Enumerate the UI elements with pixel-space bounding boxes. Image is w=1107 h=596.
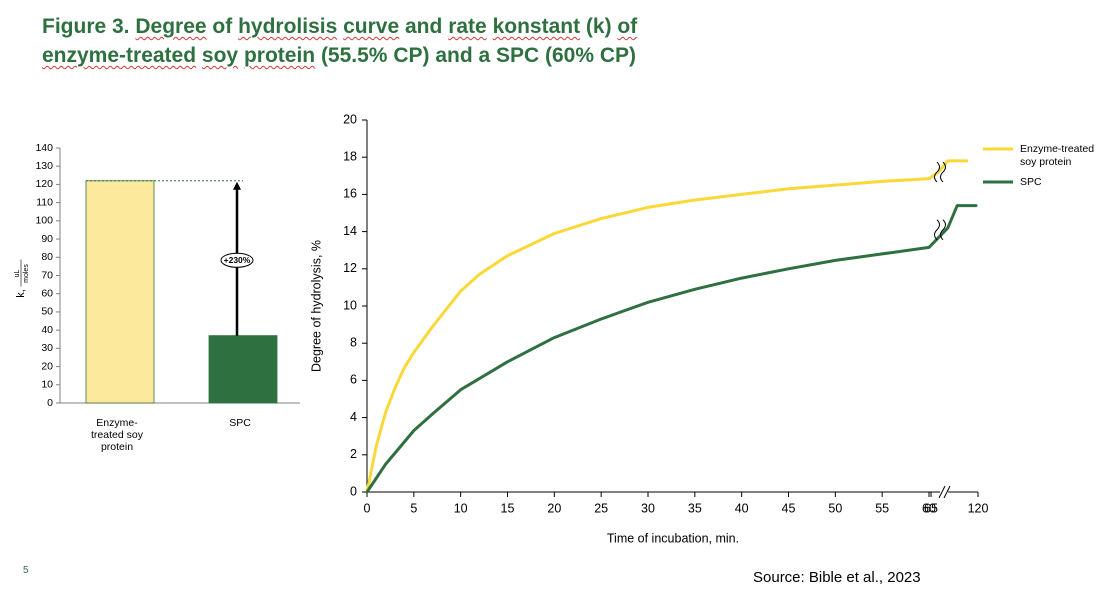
increase-annotation: +230% xyxy=(224,255,251,265)
y-tick-label: 20 xyxy=(343,112,357,126)
series-break-mark xyxy=(934,161,940,183)
x-axis-break-mark xyxy=(943,485,951,499)
title-text-segment: konstant xyxy=(492,15,581,38)
y-tick-label: 14 xyxy=(343,224,357,238)
x-category-label: treated soy xyxy=(91,429,144,441)
x-axis-break-mark xyxy=(938,485,946,499)
y-axis-label-denominator: moles xyxy=(23,264,30,283)
title-text-segment: rate xyxy=(448,15,487,38)
bar-spc xyxy=(208,335,278,404)
figure-title: Figure 3. Degree of hydrolisis curve and… xyxy=(42,12,1042,70)
x-category-label: protein xyxy=(101,441,133,453)
page-number: 5 xyxy=(23,565,29,576)
rate-constant-bar-chart: 0 10 20 30 40 50 60 70 80 90 100 110 120 130 140 k, uL mo… xyxy=(14,142,300,453)
x-tick-label: 30 xyxy=(641,501,655,515)
x-tick-label: 0 xyxy=(364,501,371,515)
y-tick-label: 120 xyxy=(35,178,53,190)
x-axis-title: Time of incubation, min. xyxy=(607,531,739,545)
y-tick-label: 6 xyxy=(350,373,357,387)
y-tick-label: 10 xyxy=(41,379,53,391)
x-tick-label: 60 xyxy=(922,501,936,515)
y-tick-label: 0 xyxy=(350,484,357,498)
y-tick-label: 2 xyxy=(350,447,357,461)
y-tick-label: 90 xyxy=(41,233,53,245)
y-tick-label: 110 xyxy=(36,196,53,208)
source-citation: Source: Bible et al., 2023 xyxy=(753,569,921,586)
y-tick-label: 40 xyxy=(41,324,53,336)
title-line-2: enzyme-treated soy protein (55.5% CP) an… xyxy=(42,41,1042,70)
y-tick-label: 130 xyxy=(35,160,53,172)
title-text-segment: soy xyxy=(201,44,239,67)
y-tick-label: 20 xyxy=(41,360,53,372)
y-tick-label: 10 xyxy=(343,298,357,312)
x-tick-label: 50 xyxy=(828,501,842,515)
bar-enzyme-treated xyxy=(85,180,155,404)
y-tick-label: 70 xyxy=(41,269,53,281)
title-text-segment: hydrolisis xyxy=(238,15,338,38)
title-text-segment: (k) xyxy=(580,15,618,38)
title-line-1: Figure 3. Degree of hydrolisis curve and… xyxy=(42,12,1042,41)
y-tick-label: 80 xyxy=(41,251,53,263)
x-category-label: Enzyme- xyxy=(96,417,138,429)
y-tick-label: 140 xyxy=(35,142,53,154)
legend-label: soy protein xyxy=(1020,156,1072,168)
y-tick-label: 60 xyxy=(41,287,53,299)
x-category-label: SPC xyxy=(229,417,251,429)
x-tick-label: 55 xyxy=(875,501,889,515)
x-tick-label: 45 xyxy=(782,501,796,515)
y-tick-label: 8 xyxy=(350,335,357,349)
figure-label: Figure 3. xyxy=(42,15,130,38)
x-tick-label: 120 xyxy=(968,501,989,515)
x-tick-label: 65 xyxy=(924,501,938,515)
title-text-segment: enzyme-treated xyxy=(42,44,197,67)
y-axis-label-numerator: uL xyxy=(14,270,21,278)
y-tick-label: 0 xyxy=(47,397,53,409)
y-tick-label: 18 xyxy=(343,149,357,163)
y-axis-label: k, uL moles xyxy=(14,259,30,298)
y-tick-label: 50 xyxy=(41,306,53,318)
y-tick-label: 30 xyxy=(41,342,53,354)
title-text-segment: of xyxy=(617,15,638,38)
series-break-mark xyxy=(934,219,940,241)
series-line-spc xyxy=(365,204,978,494)
x-tick-label: 10 xyxy=(454,501,468,515)
x-tick-label: 5 xyxy=(410,501,417,515)
title-text-segment: Degree xyxy=(135,15,207,38)
series-break-mark xyxy=(940,161,946,183)
title-text-segment: of xyxy=(206,15,239,38)
y-tick-label: 12 xyxy=(343,261,357,275)
x-tick-label: 20 xyxy=(547,501,561,515)
y-tick-label: 100 xyxy=(35,215,53,227)
x-tick-label: 15 xyxy=(501,501,515,515)
title-text-segment: and xyxy=(399,15,449,38)
series-break-mark xyxy=(940,219,946,241)
x-tick-label: 25 xyxy=(594,501,608,515)
legend-label: SPC xyxy=(1020,176,1042,188)
y-tick-label: 4 xyxy=(350,410,357,424)
y-tick-label: 16 xyxy=(343,187,357,201)
legend-label: Enzyme-treated xyxy=(1020,143,1094,155)
hydrolysis-line-chart: 0 2 4 6 8 10 12 14 16 18 20 0 5 10 15 20 25 30 35 40 45 50 55 6… xyxy=(309,112,1094,545)
y-axis-label-prefix: k, xyxy=(15,289,27,298)
title-text-segment: curve xyxy=(343,15,400,38)
increase-arrow-head xyxy=(233,181,241,190)
y-axis-title: Degree of hydrolysis, % xyxy=(309,240,323,372)
title-text-segment: (55.5% CP) and a SPC (60% CP) xyxy=(315,44,637,67)
x-tick-label: 40 xyxy=(735,501,749,515)
x-tick-label: 35 xyxy=(688,501,702,515)
series-line-enzyme-treated xyxy=(365,159,969,494)
title-text-segment: protein xyxy=(243,44,316,67)
increase-badge xyxy=(220,252,254,268)
